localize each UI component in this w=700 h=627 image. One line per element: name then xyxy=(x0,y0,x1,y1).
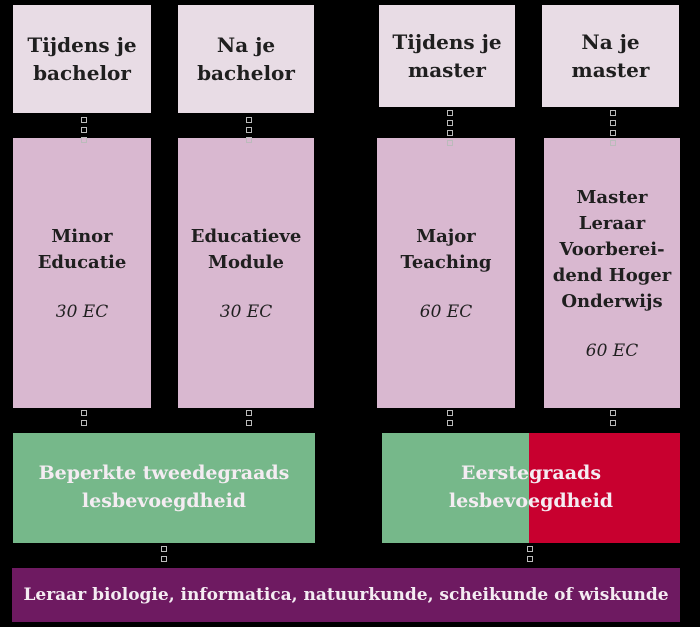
connector xyxy=(447,410,453,426)
connector xyxy=(610,410,616,426)
program-credits: 60 EC xyxy=(419,302,473,322)
program-title: Major Teaching xyxy=(400,226,492,273)
connector xyxy=(81,410,87,426)
connector xyxy=(81,117,87,143)
connector xyxy=(447,110,453,146)
program-title: Educatieve Module xyxy=(190,226,302,273)
connector xyxy=(527,546,533,562)
program-credits: 30 EC xyxy=(219,302,273,322)
second-degree-box xyxy=(13,433,315,543)
program-credits: 30 EC xyxy=(55,302,109,322)
first-degree-green-part xyxy=(382,433,529,543)
phase-label: Tijdens je bachelor xyxy=(27,33,137,85)
phase-box: Na je master xyxy=(542,5,679,107)
connector xyxy=(161,546,167,562)
connector xyxy=(610,110,616,146)
program-box: Educatieve Module 30 EC xyxy=(178,138,314,408)
program-box: Major Teaching 60 EC xyxy=(377,138,515,408)
connector xyxy=(246,410,252,426)
first-degree-label: Eerstegraads lesbevoegdheid xyxy=(448,462,614,512)
second-degree-label: Beperkte tweedegraads lesbevoegdheid xyxy=(38,462,290,512)
program-box: Master Leraar Voorberei-dend Hoger Onder… xyxy=(544,138,680,408)
program-box: Minor Educatie 30 EC xyxy=(13,138,151,408)
program-title: Minor Educatie xyxy=(37,226,127,273)
connector xyxy=(246,117,252,143)
first-degree-red-part xyxy=(529,433,680,543)
phase-box: Tijdens je master xyxy=(379,5,515,107)
result-box: Leraar biologie, informatica, natuurkund… xyxy=(12,568,680,622)
program-title: Master Leraar Voorberei-dend Hoger Onder… xyxy=(552,187,672,312)
phase-box: Na je bachelor xyxy=(178,5,314,113)
result-label: Leraar biologie, informatica, natuurkund… xyxy=(23,585,669,605)
program-credits: 60 EC xyxy=(585,341,639,361)
phase-box: Tijdens je bachelor xyxy=(13,5,151,113)
phase-label: Na je master xyxy=(571,30,650,82)
phase-label: Na je bachelor xyxy=(197,33,295,85)
phase-label: Tijdens je master xyxy=(392,30,502,82)
